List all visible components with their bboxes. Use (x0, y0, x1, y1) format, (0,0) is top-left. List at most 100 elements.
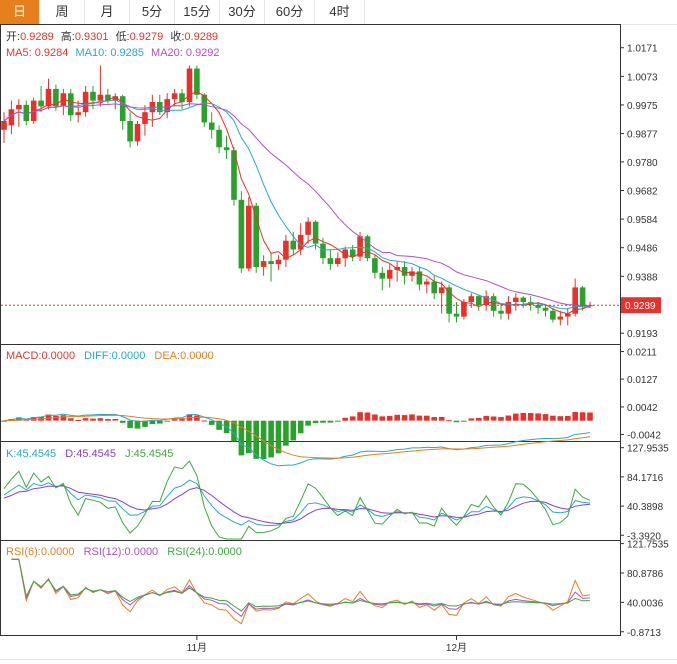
dea-line (3, 414, 591, 459)
macd-label: MACD: (6, 350, 41, 362)
open-value: 0.9289 (20, 31, 54, 43)
macd-bar (320, 420, 326, 423)
candle-body (409, 271, 415, 276)
macd-bar (409, 414, 415, 421)
macd-value: 0.0000 (41, 350, 75, 362)
candle-body (290, 240, 297, 250)
kdj-tick-label: -3.3920 (627, 531, 661, 542)
macd-bar (476, 417, 482, 421)
rsi12-value: 0.0000 (125, 546, 159, 558)
candle-body (112, 96, 119, 101)
candle-body (550, 310, 556, 320)
macd-bar (290, 420, 297, 441)
macd-bar (461, 420, 467, 422)
candle-body (505, 302, 512, 314)
macd-bar (394, 414, 400, 421)
candle-body (164, 99, 170, 113)
candle-body (453, 313, 460, 317)
candle-body (1, 121, 7, 130)
rsi12-line (11, 558, 591, 618)
ma10-value: 0.9285 (110, 47, 144, 59)
tab-0[interactable]: 日 (0, 0, 40, 24)
candle-body (8, 109, 15, 126)
ma20-line (3, 103, 591, 307)
candle-body (305, 221, 311, 235)
candle-body (342, 249, 348, 259)
tab-1[interactable]: 周 (40, 0, 85, 24)
tab-7[interactable]: 4时 (315, 0, 365, 24)
candle-body (45, 88, 52, 107)
candle-body (572, 287, 578, 314)
macd-bar (468, 418, 475, 421)
price-layer: 0.9289 (1, 65, 661, 326)
candle-body (431, 281, 437, 294)
macd-bar (216, 420, 222, 430)
x-tick-label: 12月 (446, 642, 467, 654)
kdj-tick-label: 40.3898 (627, 502, 664, 513)
candle-body (208, 122, 215, 130)
d-label: D: (65, 448, 76, 460)
ma-legend: MA5: 0.9284 MA10: 0.9285 MA20: 0.9292 (6, 47, 220, 59)
candle-body (231, 150, 237, 200)
price-tick-label: 0.9193 (627, 329, 658, 340)
macd-bar (520, 413, 527, 421)
macd-bar (53, 415, 59, 421)
macd-bar (565, 416, 571, 421)
tab-6[interactable]: 60分 (265, 0, 315, 24)
macd-bar (490, 416, 497, 421)
macd-bar (149, 420, 156, 425)
candle-body (82, 91, 89, 113)
candle-body (246, 205, 252, 269)
price-tick-label: 0.9682 (627, 186, 658, 197)
diff-value: 0.0000 (112, 350, 146, 362)
rsi-legend: RSI(6):0.0000 RSI(12):0.0000 RSI(24):0.0… (6, 546, 242, 558)
macd-bar (112, 419, 119, 421)
kdj-tick-label: 84.1716 (627, 473, 664, 484)
candle-body (30, 100, 37, 121)
macd-bar (157, 420, 163, 424)
candle-body (97, 94, 104, 101)
candle-body (53, 88, 59, 107)
macd-bar (557, 416, 564, 421)
candle-body (119, 96, 126, 121)
macd-bar (424, 415, 430, 421)
candle-body (105, 94, 111, 101)
macd-bar (119, 420, 126, 423)
high-label: 高: (61, 29, 75, 43)
candle-body (38, 100, 44, 107)
macd-legend: MACD:0.0000 DIFF:0.0000 DEA:0.0000 (6, 350, 214, 362)
candle-body (349, 249, 356, 257)
macd-bar (579, 412, 586, 421)
price-tick-label: 0.9975 (627, 101, 658, 112)
macd-bar (401, 415, 408, 421)
rsi-tick-label: -0.8713 (627, 628, 661, 639)
rsi6-label: RSI(6): (6, 546, 41, 558)
macd-bar (349, 416, 356, 421)
ohlc-legend: 开:0.9289 高:0.9301 低:0.9279 收:0.9289 (6, 29, 218, 43)
macd-bar (201, 420, 208, 422)
rsi24-value: 0.0000 (208, 546, 242, 558)
tab-3[interactable]: 5分 (130, 0, 175, 24)
close-value: 0.9289 (184, 31, 218, 43)
macd-bar (312, 420, 319, 423)
candle-body (483, 296, 489, 305)
macd-bar (342, 417, 348, 421)
candle-body (424, 281, 430, 285)
candle-body (186, 68, 193, 103)
candle-body (134, 123, 141, 142)
tab-2[interactable]: 月 (85, 0, 130, 24)
candle-body (438, 287, 445, 294)
candle-body (476, 296, 482, 305)
candle-body (379, 272, 386, 279)
candle-body (223, 147, 230, 151)
candle-body (498, 310, 504, 314)
macd-bar (542, 414, 549, 421)
tab-5[interactable]: 30分 (220, 0, 265, 24)
k-line (3, 479, 591, 527)
ma10-line (3, 99, 591, 310)
macd-bar (550, 415, 556, 421)
tab-4[interactable]: 15分 (175, 0, 220, 24)
candle-body (268, 261, 274, 264)
ma20-value: 0.9292 (186, 47, 220, 59)
